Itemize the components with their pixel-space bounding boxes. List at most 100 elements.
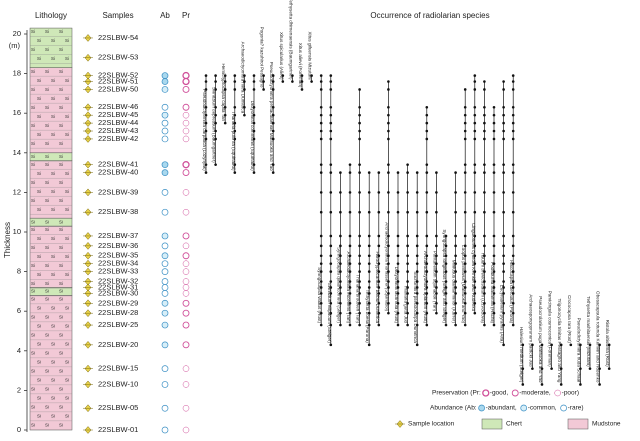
occurrence-dot <box>473 311 477 315</box>
abundance-header: Ab <box>160 11 170 20</box>
occurrence-dot <box>358 262 361 265</box>
occurrence-dot <box>396 270 400 273</box>
occurrence-dot <box>223 105 227 109</box>
occurrence-dot <box>339 323 342 327</box>
preservation-mark <box>182 309 190 317</box>
occurrence-dot <box>204 80 208 83</box>
occurrence-dot <box>377 244 381 248</box>
occurrence-dot <box>463 323 467 327</box>
occurrence-dot <box>252 129 256 133</box>
y-tick-label: 18 <box>13 69 21 78</box>
occurrence-dot <box>233 129 237 133</box>
chert-symbol: Si <box>45 29 49 34</box>
chert-symbol: Si <box>51 56 55 61</box>
occurrence-dot <box>531 367 534 370</box>
occurrence-dot <box>435 286 438 289</box>
occurrence-dot <box>214 74 217 77</box>
occurrence-dot <box>319 171 323 174</box>
chert-symbol: Si <box>45 281 49 286</box>
occurrence-dot <box>233 121 237 125</box>
preservation-mark <box>182 278 190 285</box>
occurrence-dot <box>387 163 390 166</box>
occurrence-dot <box>329 262 333 265</box>
chert-symbol: Si <box>37 360 41 365</box>
occurrence-dot <box>300 74 304 77</box>
abundance-mark <box>161 290 169 297</box>
abundance-mark <box>560 404 567 412</box>
occurrence-dot <box>511 254 515 258</box>
occurrence-dot <box>396 286 400 289</box>
chert-symbol: Si <box>31 162 35 167</box>
chert-symbol: Si <box>59 180 63 185</box>
occurrence-dot <box>425 171 429 174</box>
y-tick-label: 20 <box>13 29 21 38</box>
chert-symbol: Si <box>45 105 49 110</box>
occurrence-dot <box>271 74 275 77</box>
occurrence-dot <box>492 262 496 265</box>
occurrence-dot <box>329 254 333 258</box>
occurrence-dot <box>377 210 381 214</box>
occurrence-dot <box>396 301 400 305</box>
species-name: Tethysetta boesii (Parona) <box>365 289 370 343</box>
chert-symbol: Si <box>31 423 35 428</box>
occurrence-dot <box>358 210 361 214</box>
occurrence-dot <box>454 234 457 238</box>
occurrence-dot <box>463 113 467 117</box>
sample-name: 22SLBW-05 <box>98 403 138 412</box>
occurrence-dot <box>377 311 381 315</box>
occurrence-dot <box>214 113 217 117</box>
occurrence-dot <box>502 105 505 109</box>
occurrence-dot <box>387 270 390 273</box>
occurrence-dot <box>271 129 275 133</box>
chert-symbol: Si <box>37 171 41 176</box>
occurrence-dot <box>454 323 457 327</box>
chert-symbol: Si <box>31 289 35 294</box>
occurrence-dot <box>483 80 486 83</box>
occurrence-dot <box>233 163 237 166</box>
occurrence-dot <box>473 74 477 77</box>
occurrence-dot <box>463 280 467 283</box>
chert-symbol: Si <box>65 56 69 61</box>
bed <box>29 67 73 154</box>
occurrence-dot <box>463 301 467 305</box>
species-name: Dictyomitra communis (Squinabol) <box>250 101 255 171</box>
species-name: Pantanellium squinaboli (Tan) <box>432 251 437 312</box>
species-name: Eucyrtidiellum pyramis (Aita) <box>500 285 505 344</box>
abundance-mark <box>161 309 169 317</box>
chert-symbol: Si <box>65 272 69 277</box>
chert-symbol: Si <box>51 132 55 137</box>
occurrence-dot <box>406 210 409 214</box>
abundance-mark <box>161 404 169 412</box>
occurrence-dot <box>319 262 323 265</box>
preservation-mark <box>182 135 190 143</box>
y-tick-label: 10 <box>13 227 21 236</box>
sample-name: 22SLBW-45 <box>98 110 138 119</box>
occurrence-dot <box>348 171 352 174</box>
chert-symbol: Si <box>59 87 63 92</box>
occurrence-dot <box>463 88 467 91</box>
sample-name: 22SLBW-53 <box>98 53 138 62</box>
chert-symbol: Si <box>37 56 41 61</box>
chert-symbol: Si <box>59 333 63 338</box>
occurrence-dot <box>387 262 390 265</box>
occurrence-dot <box>502 88 505 91</box>
sample-name: 22SLBW-44 <box>98 118 138 127</box>
occurrence-dot <box>473 105 477 109</box>
abundance-legend-title: Abundance (Ab: <box>430 405 477 412</box>
species-name: Stichomitra pseudocarpa Dumitrica <box>413 271 418 343</box>
occurrence-dot <box>502 80 505 83</box>
occurrence-dot <box>492 286 496 289</box>
chert-symbol: Si <box>37 254 41 259</box>
occurrence-dot <box>415 244 419 248</box>
occurrence-dot <box>358 301 361 305</box>
chert-symbol: Si <box>37 396 41 401</box>
occurrence-dot <box>339 301 342 305</box>
species-name: Pseudocrolanium puga Matsuoka and Yao <box>538 296 543 383</box>
chert-symbol: Si <box>31 198 35 203</box>
occurrence-dot <box>454 171 457 174</box>
occurrence-dot <box>483 88 486 91</box>
preservation-mark <box>182 404 190 412</box>
occurrence-dot <box>358 311 361 315</box>
occurrence-dot <box>396 191 400 194</box>
occurrence-dot <box>435 292 438 295</box>
